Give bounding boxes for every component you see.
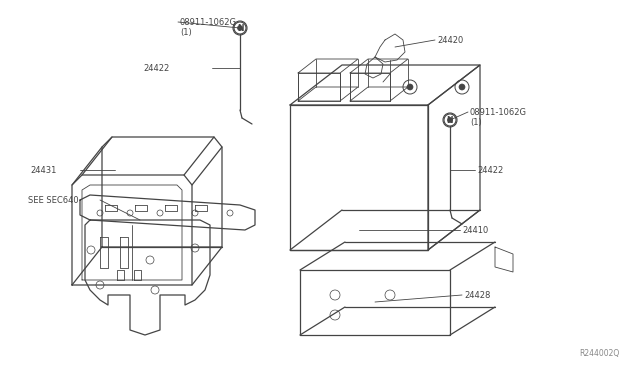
Text: (1): (1)	[470, 118, 482, 126]
Text: 24428: 24428	[464, 291, 490, 299]
Text: SEE SEC640: SEE SEC640	[28, 196, 79, 205]
Circle shape	[237, 26, 243, 31]
Circle shape	[447, 118, 452, 122]
Text: 24420: 24420	[437, 35, 463, 45]
Text: N: N	[237, 23, 243, 32]
Text: 24422: 24422	[144, 64, 170, 73]
Circle shape	[407, 84, 413, 90]
Text: R244002Q: R244002Q	[580, 349, 620, 358]
Text: (1): (1)	[180, 28, 192, 36]
Text: 24431: 24431	[30, 166, 56, 174]
Text: 08911-1062G: 08911-1062G	[470, 108, 527, 116]
Text: 08911-1062G: 08911-1062G	[180, 17, 237, 26]
Text: N: N	[447, 115, 453, 125]
Text: 24422: 24422	[477, 166, 503, 174]
Text: 24410: 24410	[462, 225, 488, 234]
Circle shape	[459, 84, 465, 90]
